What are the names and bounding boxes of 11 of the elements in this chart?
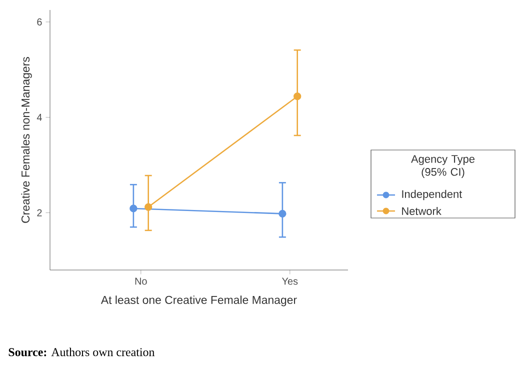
x-axis-title: At least one Creative Female Manager — [100, 296, 297, 306]
legend-label: Network — [402, 206, 442, 216]
x-tick-label: No — [135, 278, 147, 285]
x-tick-label: Yes — [282, 278, 298, 285]
legend-title: Agency Type (95% CI) — [411, 155, 475, 178]
y-tick-label: 4 — [36, 114, 42, 121]
y-tick-label: 2 — [37, 209, 42, 216]
text: Source: Authors own creation — [8, 348, 155, 356]
legend-label: Independent — [402, 190, 462, 200]
y-tick-label: 6 — [37, 18, 42, 26]
y-axis-title: Creative Females non-Managers — [21, 57, 32, 223]
